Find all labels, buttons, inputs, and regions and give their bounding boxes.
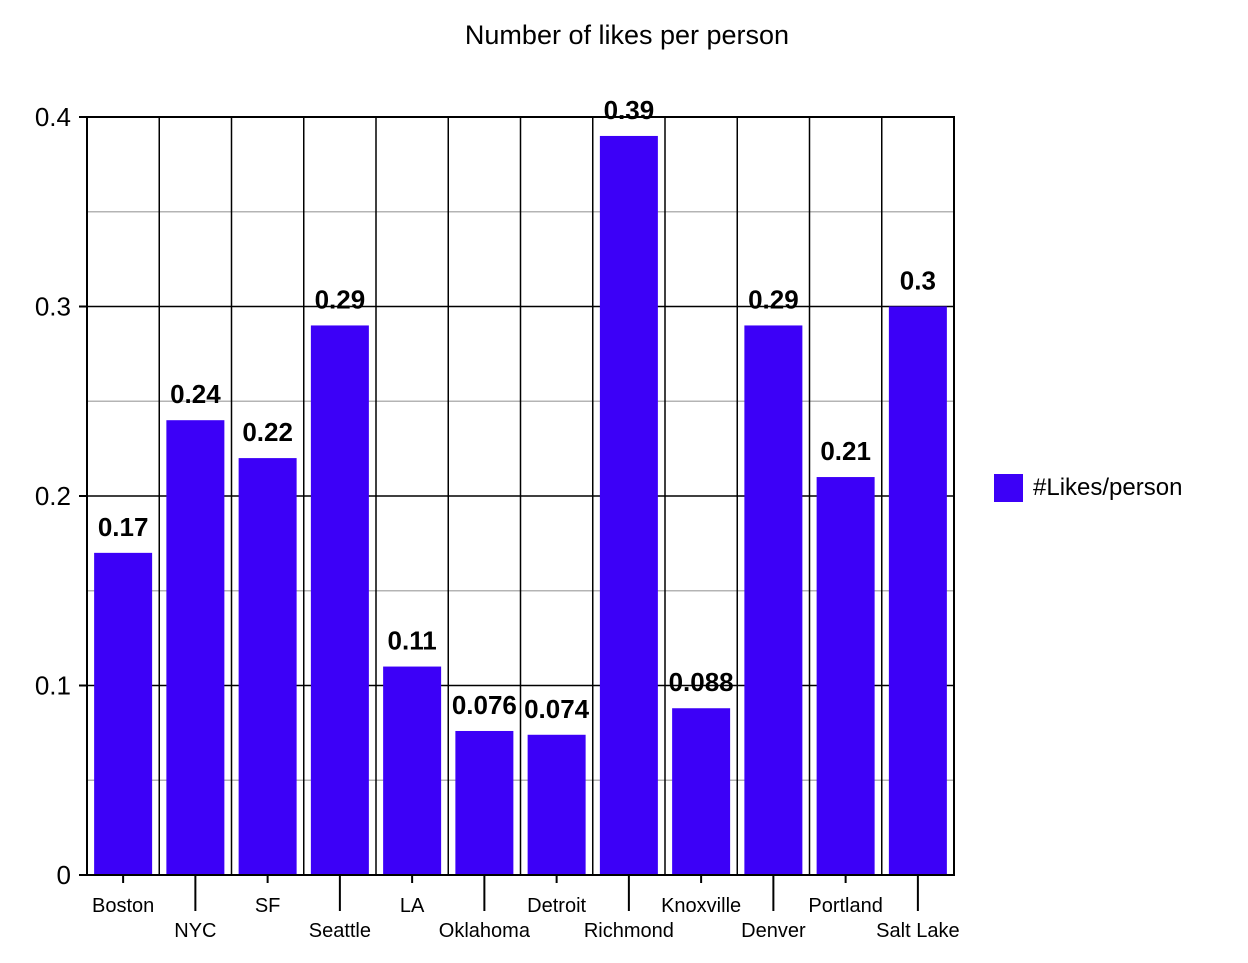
bars xyxy=(94,135,947,875)
bar xyxy=(310,325,369,875)
data-label: 0.22 xyxy=(242,417,293,447)
data-label: 0.11 xyxy=(388,626,437,656)
data-label: 0.074 xyxy=(524,694,590,724)
data-label: 0.29 xyxy=(315,284,366,314)
data-label: 0.17 xyxy=(98,512,149,542)
x-tick-label: LA xyxy=(400,895,425,917)
y-tick-label: 0.1 xyxy=(35,671,71,701)
legend: #Likes/person xyxy=(994,474,1182,502)
legend-label: #Likes/person xyxy=(1033,474,1183,501)
x-tick-label: Detroit xyxy=(527,895,586,917)
bar xyxy=(527,734,586,875)
x-tick-label: SF xyxy=(255,895,281,917)
x-tick-label: Knoxville xyxy=(661,895,741,917)
data-label: 0.39 xyxy=(604,95,655,125)
data-label: 0.24 xyxy=(170,379,221,409)
x-tick-label: Richmond xyxy=(584,920,674,942)
x-tick-label: Oklahoma xyxy=(439,920,531,942)
bar xyxy=(744,325,803,875)
data-label: 0.076 xyxy=(452,690,517,720)
chart-title: Number of likes per person xyxy=(464,20,790,50)
x-tick-label: Boston xyxy=(92,895,154,917)
bar xyxy=(166,420,225,875)
legend-swatch xyxy=(994,474,1023,502)
x-tick-label: Denver xyxy=(741,920,806,942)
y-tick-label: 0.2 xyxy=(35,481,71,511)
y-tick-label: 0.3 xyxy=(35,292,71,322)
y-axis: 0 0.1 0.2 0.3 0.4 xyxy=(35,102,87,890)
data-label: 0.3 xyxy=(900,266,936,296)
x-tick-label: Salt Lake xyxy=(876,920,959,942)
bar xyxy=(816,477,875,875)
data-labels: 0.17 0.24 0.22 0.29 0.11 0.076 0.074 0.39 0.088 0… xyxy=(98,95,936,724)
bar xyxy=(599,135,658,875)
data-label: 0.21 xyxy=(820,436,871,466)
y-tick-label: 0.4 xyxy=(35,102,71,132)
data-label: 0.29 xyxy=(748,284,799,314)
bar xyxy=(383,666,442,875)
x-tick-label: NYC xyxy=(174,920,216,942)
bar xyxy=(455,730,514,875)
bar xyxy=(94,552,153,875)
x-tick-label: Portland xyxy=(808,895,883,917)
data-label: 0.088 xyxy=(669,667,734,697)
y-tick-label: 0 xyxy=(57,860,71,890)
bar xyxy=(888,306,947,875)
bar xyxy=(238,458,297,875)
bar xyxy=(672,708,731,875)
x-tick-label: Seattle xyxy=(309,920,371,942)
x-axis: Boston NYC SF Seattle LA Oklahoma Detroit Richm… xyxy=(92,875,960,942)
